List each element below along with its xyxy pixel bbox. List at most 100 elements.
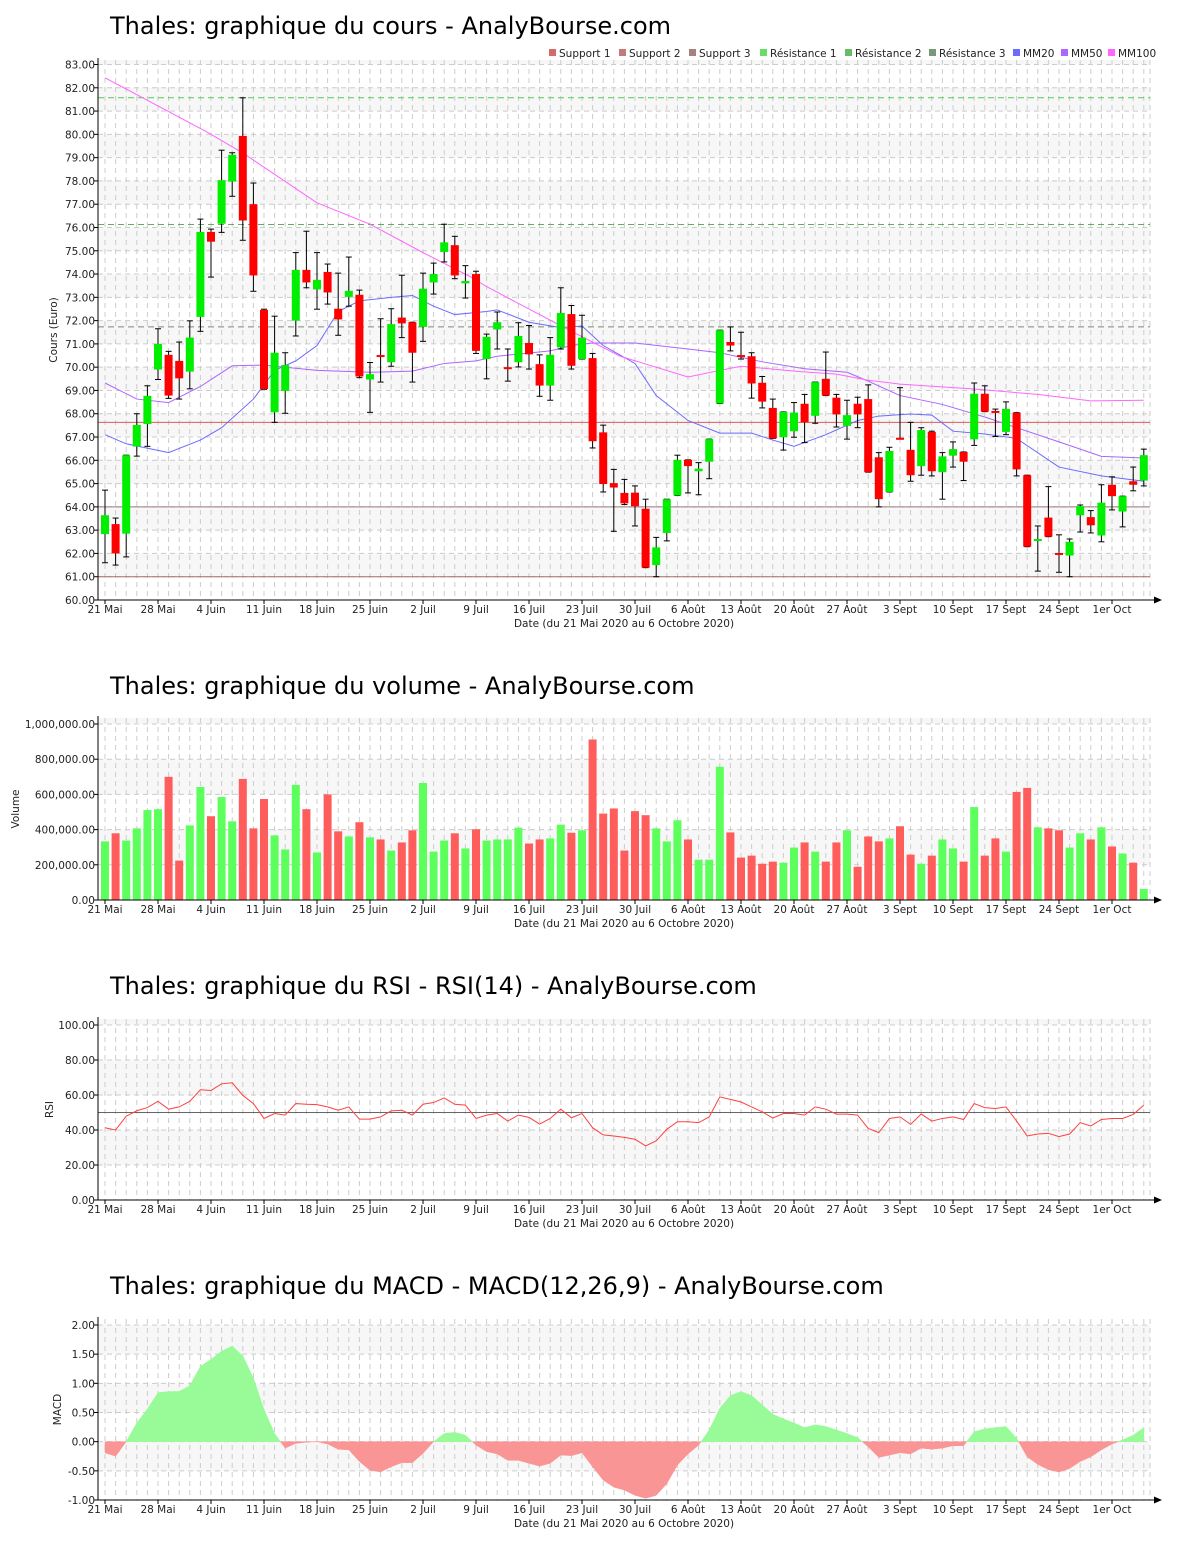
volume-bar (737, 857, 745, 900)
macd-area-segment (1117, 1439, 1123, 1442)
volume-bar (906, 854, 915, 900)
volume-bar (779, 862, 788, 900)
macd-area-segment (952, 1441, 964, 1446)
candle (1118, 495, 1127, 528)
macd-area-segment (1048, 1441, 1060, 1473)
candle-body (641, 508, 650, 568)
price-ytick-label: 82.00 (65, 83, 95, 95)
legend-swatch (689, 49, 696, 56)
price-x-axis-arrow-icon (1154, 596, 1162, 604)
price-xtick-label: 2 Juil (410, 604, 436, 616)
volume-bar (313, 852, 321, 900)
legend-label: Résistance 2 (855, 48, 922, 60)
candle-body (450, 245, 459, 276)
legend-swatch (760, 49, 767, 56)
macd-area-segment (539, 1441, 551, 1467)
volume-bar (355, 822, 364, 900)
macd-area-segment (846, 1433, 858, 1442)
candle-body (662, 499, 671, 533)
candle-body (631, 492, 639, 507)
candle-body (408, 322, 417, 353)
candle (376, 318, 385, 383)
macd-area-segment (783, 1418, 795, 1442)
volume-bar (662, 841, 671, 900)
candle-body (758, 382, 767, 402)
volume-bar (949, 848, 957, 900)
macd-xtick-label: 24 Sept (1039, 1504, 1080, 1516)
candle-body (715, 330, 724, 404)
volume-bar (217, 797, 226, 900)
macd-ytick-label: 1.50 (72, 1349, 95, 1361)
volume-bar (429, 851, 438, 900)
candle (535, 354, 544, 397)
price-xtick-label: 16 Juil (513, 604, 545, 616)
price-ytick-label: 83.00 (65, 60, 95, 72)
volume-bar (991, 838, 1000, 900)
macd-area-segment (274, 1432, 282, 1442)
macd-area-segment (178, 1385, 191, 1442)
candle-body (111, 524, 120, 554)
volume-bar (440, 840, 449, 900)
macd-area-segment (645, 1441, 657, 1499)
volume-xtick-label: 21 Mai (87, 904, 122, 916)
legend-item: Résistance 1 (760, 48, 837, 60)
price-ytick-label: 78.00 (65, 176, 95, 188)
candle-body (249, 204, 258, 276)
candle-body (1118, 496, 1127, 512)
candle-body (1139, 455, 1148, 481)
volume-bar (853, 866, 862, 900)
legend-item: Résistance 2 (845, 48, 922, 60)
volume-x-axis-arrow-icon (1154, 896, 1162, 904)
candle-body (1086, 517, 1095, 526)
candle-body (440, 242, 449, 252)
candle-body (196, 231, 205, 317)
candle (556, 287, 565, 350)
volume-bar (525, 843, 533, 900)
volume-bar (1139, 888, 1148, 900)
macd-area-segment (518, 1441, 530, 1464)
volume-bar (376, 839, 385, 900)
volume-bar (260, 798, 268, 900)
volume-ytick-label: 1,000,000.00 (25, 719, 95, 731)
price-grid-band (98, 180, 1150, 205)
rsi-xtick-label: 23 Juil (566, 1204, 598, 1216)
volume-bar (885, 838, 894, 900)
candle-body (482, 336, 491, 360)
candle-body (334, 308, 343, 320)
volume-xtick-label: 1er Oct (1093, 904, 1132, 916)
volume-x-axis-title: Date (du 21 Mai 2020 au 6 Octobre 2020) (514, 918, 734, 930)
volume-bar (768, 861, 777, 900)
candle (270, 315, 279, 423)
candle (758, 375, 767, 409)
candle (503, 348, 512, 382)
rsi-ytick-label: 100.00 (58, 1020, 95, 1032)
macd-area-segment (528, 1441, 540, 1467)
macd-area-segment (857, 1437, 863, 1442)
macd-xtick-label: 17 Sept (986, 1504, 1027, 1516)
candle-body (366, 374, 374, 380)
candle (779, 411, 788, 451)
macd-area-segment (984, 1427, 996, 1442)
volume-bar (196, 787, 205, 900)
macd-area-segment (1132, 1427, 1145, 1442)
candle (154, 328, 162, 381)
macd-ytick-label: 0.50 (72, 1408, 95, 1420)
volume-bar (864, 836, 873, 900)
candle (1129, 466, 1138, 492)
candle (419, 272, 427, 342)
price-ytick-label: 65.00 (65, 479, 95, 491)
candle-body (970, 393, 979, 440)
legend-swatch (1013, 49, 1020, 56)
macd-area-segment (115, 1441, 127, 1458)
candle-body (546, 354, 555, 386)
volume-bar (578, 830, 586, 900)
candle (673, 454, 682, 496)
volume-bar (366, 837, 374, 900)
volume-bar (896, 826, 904, 900)
volume-xtick-label: 4 Juin (196, 904, 225, 916)
candle (207, 228, 215, 278)
macd-area-segment (973, 1428, 986, 1442)
rsi-xtick-label: 30 Juil (619, 1204, 651, 1216)
candle-body (1065, 541, 1074, 556)
macd-area-segment (730, 1391, 742, 1442)
